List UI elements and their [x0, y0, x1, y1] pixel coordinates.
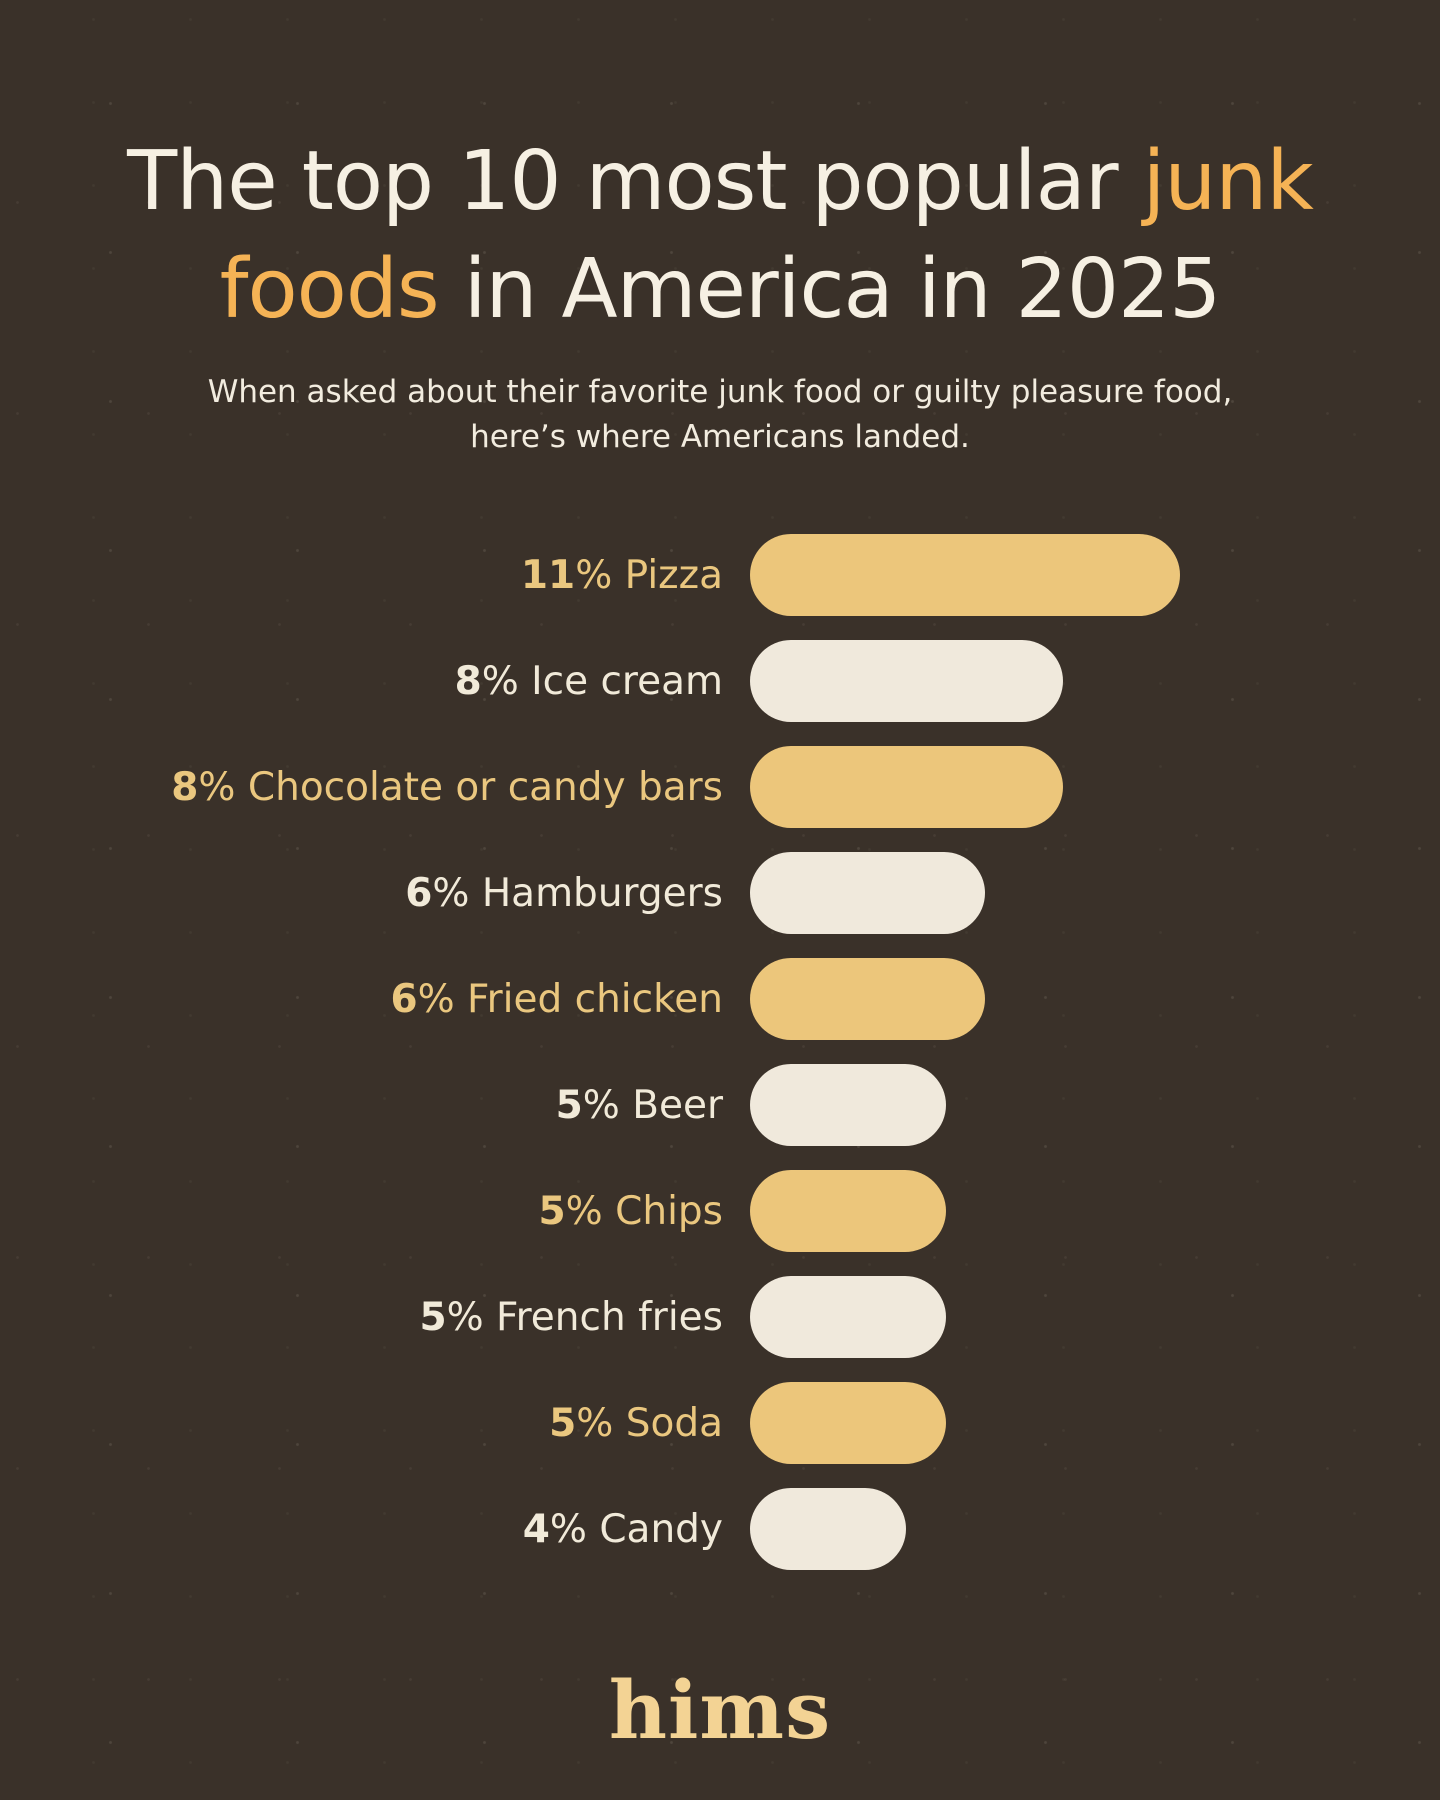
bar-category: % Fried chicken — [417, 976, 723, 1022]
bar-label: 5% Beer — [0, 1086, 750, 1125]
subtitle-line-2: here’s where Americans landed. — [470, 419, 970, 455]
chart-row: 6% Fried chicken — [0, 958, 1440, 1040]
bar — [750, 640, 1063, 722]
bar — [750, 1064, 946, 1146]
chart-row: 5% French fries — [0, 1276, 1440, 1358]
bar-value: 6 — [390, 976, 418, 1022]
title-line-1-text: The top 10 most popular — [127, 134, 1118, 229]
bar-category: % Hamburgers — [432, 870, 723, 916]
title-line-2-text: in America in 2025 — [463, 242, 1222, 337]
title-line-2-accent: foods — [219, 242, 440, 337]
title-line-1: The top 10 most popular junk — [0, 128, 1440, 236]
bar — [750, 534, 1180, 616]
bar — [750, 746, 1063, 828]
bar-value: 8 — [454, 658, 482, 704]
chart-row: 5% Soda — [0, 1382, 1440, 1464]
bar-value: 5 — [549, 1400, 577, 1446]
bar — [750, 852, 985, 934]
bar-label: 11% Pizza — [0, 556, 750, 595]
page-title: The top 10 most popular junk foods in Am… — [0, 0, 1440, 344]
bar-label: 5% Chips — [0, 1192, 750, 1231]
hims-logo: hims — [608, 1663, 832, 1757]
bar-label: 8% Ice cream — [0, 662, 750, 701]
bar-label: 5% French fries — [0, 1298, 750, 1337]
bar-category: % Pizza — [575, 552, 723, 598]
bar-category: % Chips — [565, 1188, 723, 1234]
bar-value: 4 — [522, 1506, 550, 1552]
bar-label: 6% Fried chicken — [0, 980, 750, 1019]
bar-label: 8% Chocolate or candy bars — [0, 768, 750, 807]
subtitle-line-1: When asked about their favorite junk foo… — [207, 374, 1233, 410]
title-line-1-accent: junk — [1142, 134, 1314, 229]
bar-label: 6% Hamburgers — [0, 874, 750, 913]
bar-category: % Soda — [576, 1400, 723, 1446]
chart-row: 5% Beer — [0, 1064, 1440, 1146]
chart-row: 6% Hamburgers — [0, 852, 1440, 934]
bar-value: 5 — [538, 1188, 566, 1234]
bar — [750, 1488, 906, 1570]
bar-value: 5 — [555, 1082, 583, 1128]
bar-value: 5 — [419, 1294, 447, 1340]
chart-row: 8% Ice cream — [0, 640, 1440, 722]
bar-chart: 11% Pizza 8% Ice cream 8% Chocolate or can… — [0, 534, 1440, 1570]
bar — [750, 1170, 946, 1252]
chart-row: 11% Pizza — [0, 534, 1440, 616]
bar-value: 11 — [520, 552, 576, 598]
bar — [750, 1382, 946, 1464]
bar-value: 8 — [171, 764, 199, 810]
bar — [750, 1276, 946, 1358]
bar-category: % Candy — [549, 1506, 723, 1552]
chart-row: 4% Candy — [0, 1488, 1440, 1570]
bar-category: % Ice cream — [481, 658, 723, 704]
bar-label: 4% Candy — [0, 1510, 750, 1549]
bar-category: % Beer — [582, 1082, 723, 1128]
chart-row: 8% Chocolate or candy bars — [0, 746, 1440, 828]
bar-category: % French fries — [446, 1294, 723, 1340]
title-line-2: foods in America in 2025 — [0, 236, 1440, 344]
subtitle: When asked about their favorite junk foo… — [0, 370, 1440, 460]
bar-label: 5% Soda — [0, 1404, 750, 1443]
bar-value: 6 — [405, 870, 433, 916]
bar-category: % Chocolate or candy bars — [198, 764, 723, 810]
bar — [750, 958, 985, 1040]
chart-row: 5% Chips — [0, 1170, 1440, 1252]
